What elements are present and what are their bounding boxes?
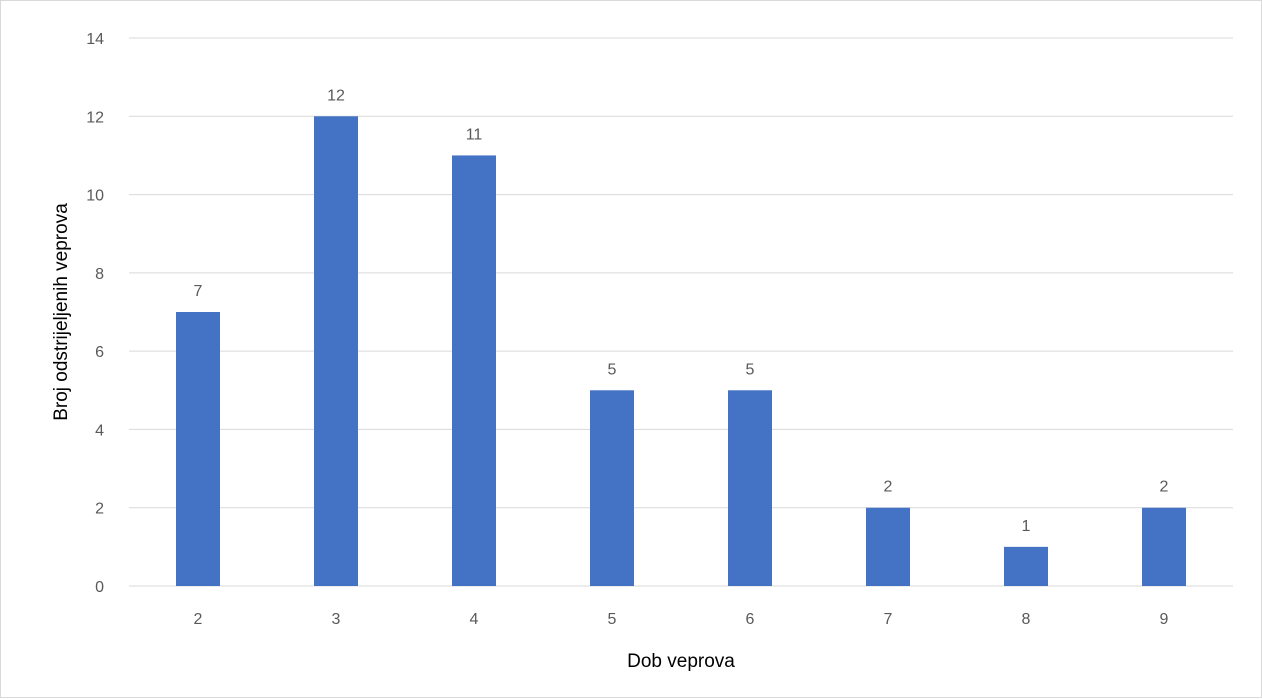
data-label: 5 <box>608 361 617 378</box>
bar-9 <box>1142 507 1186 586</box>
y-tick-label: 6 <box>95 344 104 361</box>
bar-6 <box>728 390 772 586</box>
x-tick-labels: 2 3 4 5 6 7 8 9 <box>194 611 1169 628</box>
y-tick-label: 2 <box>95 501 104 518</box>
x-axis-title: Dob veprova <box>627 651 735 672</box>
bar-3 <box>314 116 358 587</box>
data-label: 1 <box>1022 518 1031 535</box>
x-tick-label: 8 <box>1022 611 1031 628</box>
x-tick-label: 6 <box>746 611 755 628</box>
y-tick-label: 10 <box>86 188 104 205</box>
data-label: 2 <box>884 479 893 496</box>
y-tick-label: 8 <box>95 266 104 283</box>
data-label: 5 <box>746 361 755 378</box>
x-tick-label: 5 <box>608 611 617 628</box>
x-tick-label: 2 <box>194 611 203 628</box>
bars <box>176 116 1186 587</box>
bar-2 <box>176 312 220 586</box>
x-tick-label: 4 <box>470 611 479 628</box>
y-tick-label: 14 <box>86 31 104 48</box>
bar-8 <box>1004 546 1048 586</box>
x-tick-label: 3 <box>332 611 341 628</box>
y-tick-label: 12 <box>86 109 104 126</box>
x-tick-label: 9 <box>1160 611 1169 628</box>
data-label: 11 <box>466 126 483 143</box>
y-tick-label: 0 <box>95 579 104 596</box>
y-axis-title: Broj odstrijeljenih veprova <box>51 203 72 421</box>
x-tick-label: 7 <box>884 611 893 628</box>
bar-5 <box>590 390 634 586</box>
bar-7 <box>866 507 910 586</box>
y-tick-labels: 0 2 4 6 8 10 12 14 <box>86 31 104 596</box>
data-label: 12 <box>327 87 345 104</box>
y-tick-label: 4 <box>95 422 104 439</box>
data-label: 7 <box>194 283 203 300</box>
bar-4 <box>452 155 496 586</box>
gridlines <box>129 37 1233 587</box>
data-label: 2 <box>1160 479 1169 496</box>
